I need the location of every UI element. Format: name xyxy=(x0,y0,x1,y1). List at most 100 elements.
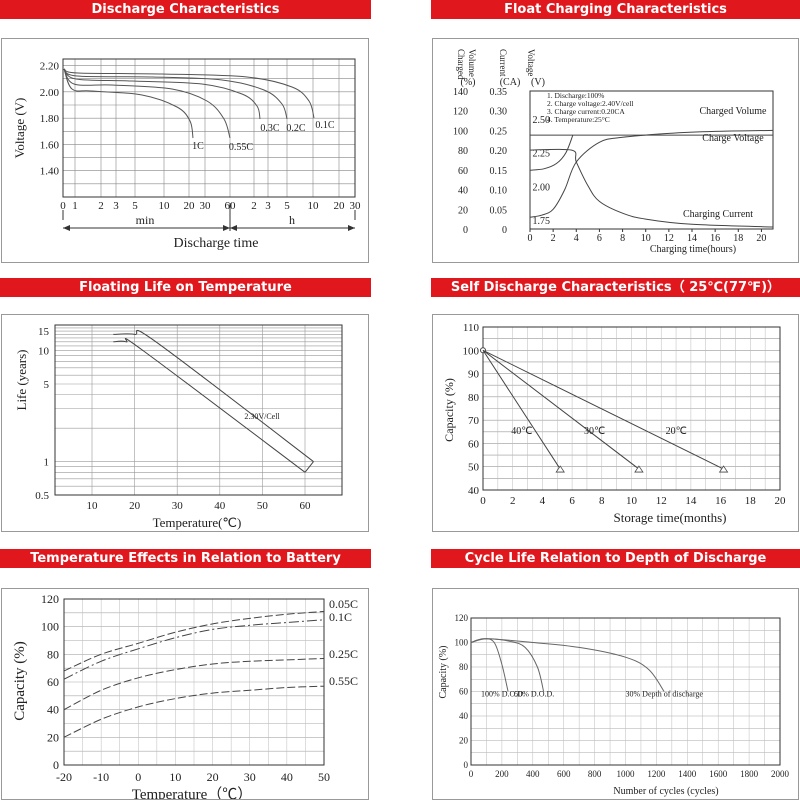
x-tick-label: -20 xyxy=(56,770,72,784)
plot-frame xyxy=(482,326,781,491)
header-cycle-life: Cycle Life Relation to Depth of Discharg… xyxy=(431,549,800,568)
x-tick-label: 16 xyxy=(710,233,720,244)
x-unit-h: h xyxy=(289,213,295,227)
series-label-charge-voltage: Charge Voltage xyxy=(702,133,764,144)
x-tick-label: 1 xyxy=(72,200,78,212)
x-tick-label: 6 xyxy=(597,233,602,244)
temp-capacity-chart-panel: 120 100 80 60 40 20 0 -20 -10 0 10 20 30 40 50 Temperat… xyxy=(1,588,369,800)
x-tick-label: -10 xyxy=(93,770,109,784)
series-label-0.25C: 0.25C xyxy=(329,647,358,661)
x-tick-label: 30 xyxy=(244,770,256,784)
x-tick-label: 20 xyxy=(775,495,787,507)
current-tick-label: 0.20 xyxy=(490,146,508,157)
axis-header-unit: (%) xyxy=(461,77,476,88)
float-life-chart-panel: 15 10 5 1 0.5 10 20 30 40 50 60 Temperature(℃) Life … xyxy=(1,314,369,532)
x-axis-label: Storage time(months) xyxy=(613,510,726,525)
arrow-head xyxy=(230,225,237,231)
x-tick-label: 3 xyxy=(113,200,119,212)
axis-header-text: Charged xyxy=(456,49,466,80)
volume-tick-label: 140 xyxy=(453,87,468,98)
x-tick-label: 12 xyxy=(664,233,674,244)
series-label-1C: 1C xyxy=(192,141,204,152)
floating-life-chart: 15 10 5 1 0.5 10 20 30 40 50 60 Temperature(℃) Life … xyxy=(14,324,343,530)
x-tick-label: 10 xyxy=(626,495,638,507)
x-tick-label: 2000 xyxy=(771,769,790,779)
x-tick-label: 6 xyxy=(569,495,575,507)
self-discharge-chart: 110 100 90 80 70 60 50 400 2 4 6 8 10 12 14 16 18 20 Stora… xyxy=(442,322,787,525)
condition-text: 1. Discharge:100% xyxy=(547,91,604,100)
y-tick-label: 60 xyxy=(47,675,59,689)
x-tick-label: 18 xyxy=(733,233,743,244)
cycle-life-chart-panel: 120 100 80 60 40 20 0 0 200 400 600 800 1000 1200 1400… xyxy=(432,588,799,800)
volume-tick-label: 0 xyxy=(463,225,468,236)
x-tick-label: 60 xyxy=(300,500,312,512)
x-tick-label: 20 xyxy=(129,500,141,512)
y-tick-label: 120 xyxy=(41,592,59,606)
x-tick-label: 18 xyxy=(745,495,757,507)
float-charging-chart: Charged Volume(%)Current(CA)Voltage(V)140… xyxy=(453,49,774,255)
series-label-0.55C: 0.55C xyxy=(229,142,254,153)
y-tick-label: 80 xyxy=(459,662,469,672)
series-label: 50% D.O.D. xyxy=(514,689,554,698)
x-tick-label: 1800 xyxy=(740,769,759,779)
y-tick-label: 20 xyxy=(459,736,469,746)
x-tick-label: 4 xyxy=(574,233,579,244)
x-tick-label: 30 xyxy=(200,200,212,212)
x-tick-label: 1400 xyxy=(678,769,697,779)
x-tick-label: 10 xyxy=(159,200,171,212)
y-tick-label: 100 xyxy=(455,638,469,648)
series-label-charged-volume: Charged Volume xyxy=(700,106,768,117)
series-label-0.1C: 0.1C xyxy=(329,610,352,624)
x-tick-label: 10 xyxy=(308,200,320,212)
y-tick-label: 40 xyxy=(459,711,469,721)
x-tick-label: 2 xyxy=(510,495,516,507)
condition-text: 4. Temperature:25°C xyxy=(547,115,610,124)
self-discharge-chart-panel: 110 100 90 80 70 60 50 40 0 2 4 6 8 10 12 14 16 18 20 Stora… xyxy=(432,314,799,532)
x-tick-label: 12 xyxy=(656,495,667,507)
series-label: 30% Depth of discharge xyxy=(626,689,704,698)
plot-frame xyxy=(470,617,781,766)
y-tick-label: 5 xyxy=(44,379,50,391)
x-tick-label: 0 xyxy=(135,770,141,784)
y-tick-label: 40 xyxy=(468,485,480,497)
plot-frame xyxy=(62,58,356,198)
discharge-chart: 2.202.001.801.601.400 1 2 3 5 10 20 30 60 2 3 5 10 20… xyxy=(12,58,362,251)
x-tick-label: 0 xyxy=(469,769,474,779)
plot-frame xyxy=(54,324,343,496)
axis-header-unit: (CA) xyxy=(500,77,521,88)
y-tick-label: 1.60 xyxy=(40,139,60,151)
y-tick-label: 80 xyxy=(468,392,480,404)
x-tick-label: 10 xyxy=(87,500,99,512)
series-line-40℃ xyxy=(482,350,561,470)
voltage-tick-label: 2.50 xyxy=(533,115,551,126)
series-line-1C xyxy=(63,68,194,139)
x-tick-label: 1600 xyxy=(709,769,728,779)
x-tick-label: 20 xyxy=(184,200,196,212)
x-tick-label: 5 xyxy=(132,200,138,212)
plot-frame xyxy=(63,598,325,766)
y-tick-label: 80 xyxy=(47,647,59,661)
x-tick-label: 30 xyxy=(350,200,362,212)
volume-tick-label: 100 xyxy=(453,126,468,137)
x-tick-label: 16 xyxy=(715,495,727,507)
x-tick-label: 200 xyxy=(495,769,509,779)
series-label-0.05C: 0.05C xyxy=(329,597,358,611)
series-line-0.05C xyxy=(63,610,325,672)
end-marker xyxy=(555,465,565,473)
y-tick-label: 2.00 xyxy=(40,87,60,99)
x-tick-label: 2 xyxy=(98,200,104,212)
x-tick-label: 0 xyxy=(480,495,486,507)
x-tick-label: 3 xyxy=(265,200,271,212)
x-tick-label: 10 xyxy=(169,770,181,784)
axis-header-text: Current xyxy=(498,49,508,77)
series-label: 30℃ xyxy=(584,426,605,437)
arrow-head xyxy=(63,225,70,231)
x-axis-label: Temperature(℃) xyxy=(153,515,242,530)
x-tick-label: 1200 xyxy=(647,769,666,779)
x-tick-label: 20 xyxy=(334,200,346,212)
volume-tick-label: 120 xyxy=(453,107,468,118)
axis-header-unit: (V) xyxy=(531,77,545,88)
x-tick-label: 5 xyxy=(284,200,290,212)
x-tick-label: 10 xyxy=(641,233,651,244)
